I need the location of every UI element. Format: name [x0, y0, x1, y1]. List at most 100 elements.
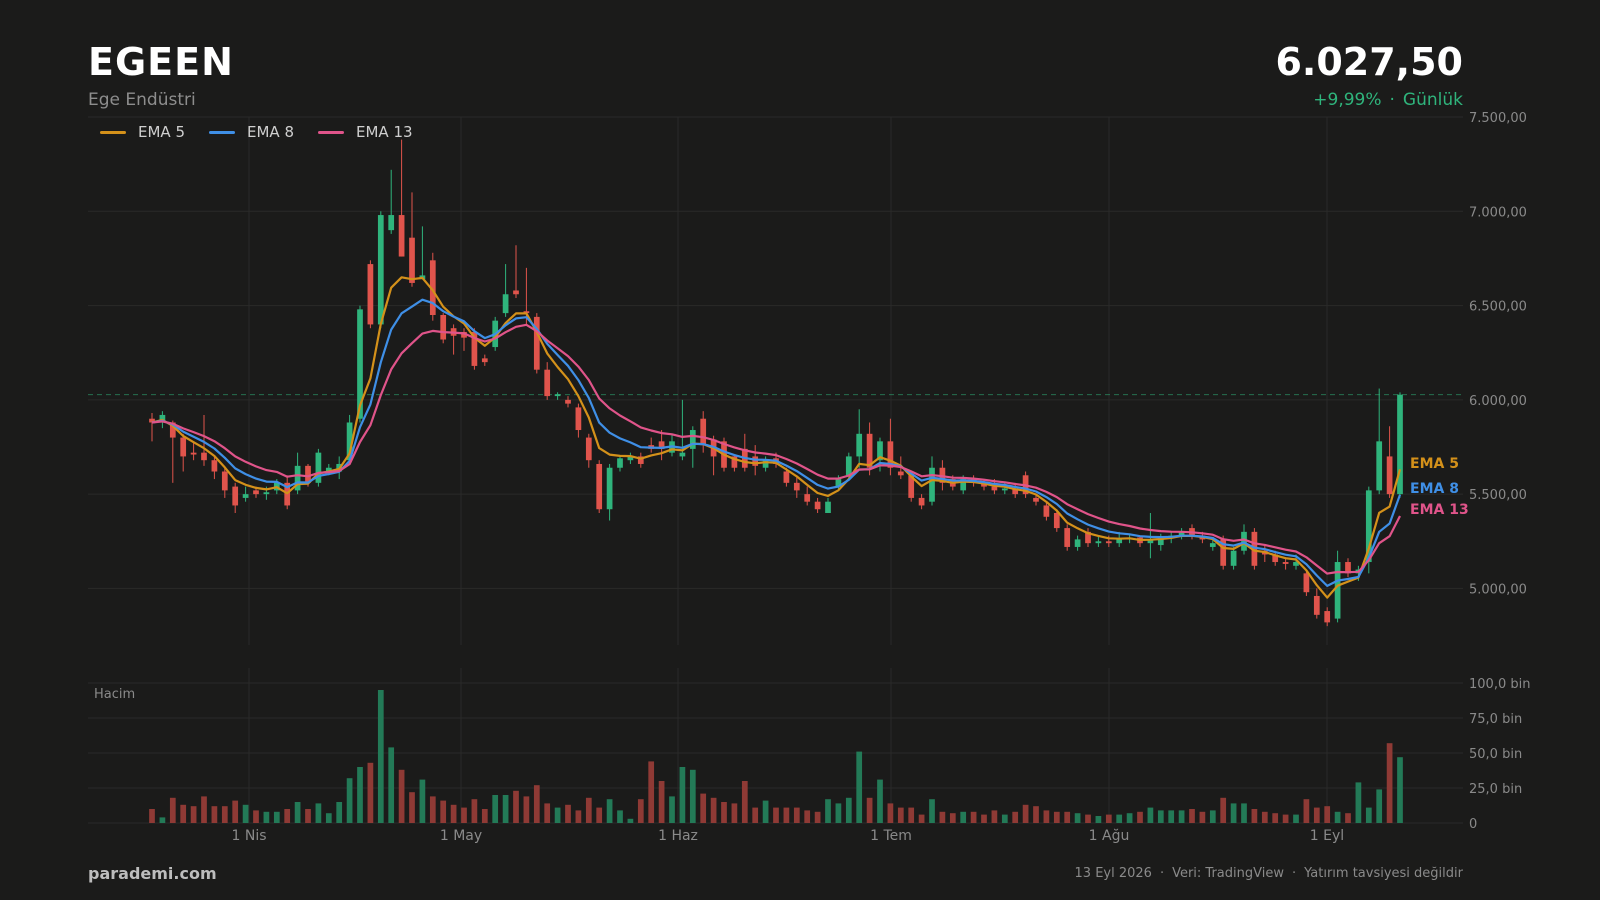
- volume-bar: [1251, 809, 1258, 823]
- candle-body: [232, 486, 239, 506]
- candle-body: [575, 407, 582, 431]
- volume-bar: [1293, 814, 1299, 823]
- candle-body: [1334, 562, 1341, 619]
- volume-bar: [939, 811, 946, 823]
- volume-bar: [253, 810, 259, 823]
- price-tick-label: 6.500,00: [1469, 300, 1527, 315]
- candle-body: [908, 475, 915, 498]
- candle-body: [346, 422, 353, 461]
- candle-body: [929, 467, 935, 502]
- candle-body: [731, 456, 738, 468]
- volume-bar: [357, 767, 363, 823]
- volume-bar: [1001, 814, 1008, 823]
- candle-body: [481, 358, 488, 363]
- candle-body: [637, 456, 644, 464]
- candle-body: [377, 215, 384, 325]
- volume-bar: [533, 785, 540, 823]
- volume-bar: [201, 796, 207, 823]
- volume-bar: [814, 811, 821, 823]
- candle-body: [1230, 550, 1237, 566]
- volume-bar: [211, 806, 218, 823]
- volume-bar: [461, 807, 467, 823]
- volume-bar: [1074, 813, 1081, 823]
- volume-bar: [388, 747, 395, 823]
- volume-bar: [637, 799, 644, 823]
- candle-body: [388, 215, 395, 231]
- candle-body: [253, 490, 259, 495]
- volume-bar: [492, 795, 499, 823]
- candle-body: [762, 460, 769, 468]
- volume-bar: [1178, 810, 1185, 823]
- volume-bar: [336, 802, 343, 823]
- candle-body: [1303, 573, 1310, 593]
- candle-body: [409, 237, 415, 283]
- volume-bar: [502, 795, 509, 823]
- candle-body: [294, 465, 301, 491]
- candle-body: [1241, 531, 1247, 551]
- candle-body: [1376, 441, 1383, 491]
- volume-bar: [149, 809, 155, 823]
- volume-tick-label: 50,0 bin: [1469, 747, 1522, 762]
- volume-bar: [1313, 807, 1320, 823]
- volume-bar: [1189, 809, 1195, 823]
- candle-body: [263, 492, 270, 495]
- volume-bar: [242, 804, 249, 823]
- volume-tick-label: 75,0 bin: [1469, 712, 1522, 727]
- volume-bar: [1043, 810, 1050, 823]
- volume-bar: [1126, 813, 1133, 823]
- candle-body: [169, 422, 176, 438]
- candle-body: [429, 260, 436, 315]
- candle-body: [627, 456, 634, 461]
- volume-bar: [804, 810, 811, 823]
- candle-body: [1095, 541, 1102, 544]
- volume-bar: [908, 807, 915, 823]
- candle-body: [700, 418, 707, 446]
- volume-bar: [1053, 811, 1060, 823]
- series-end-label: EMA 8: [1410, 481, 1459, 497]
- volume-bar: [887, 803, 894, 823]
- legend-item-ema13: EMA 13: [318, 123, 413, 141]
- volume-bar: [305, 809, 311, 823]
- candle-body: [845, 456, 852, 476]
- candle-body: [533, 316, 540, 370]
- candle-body: [190, 452, 197, 455]
- volume-bar: [991, 810, 998, 823]
- volume-bar: [658, 781, 665, 823]
- volume-bar: [523, 796, 530, 823]
- footer-source: Veri: TradingView: [1172, 866, 1284, 881]
- volume-bar: [1324, 806, 1331, 823]
- volume-bar: [284, 809, 291, 823]
- candle-body: [1397, 394, 1403, 495]
- volume-bar: [1355, 782, 1362, 823]
- company-name: Ege Endüstri: [88, 90, 196, 110]
- volume-bar: [1012, 811, 1019, 823]
- volume-bar: [1116, 814, 1123, 823]
- brand-logo-text[interactable]: parademi.com: [88, 864, 217, 883]
- candle-body: [835, 479, 842, 487]
- candle-body: [1157, 537, 1164, 546]
- footer-date: 13 Eyl 2026: [1074, 866, 1152, 881]
- candle-body: [1251, 531, 1258, 566]
- volume-bar: [648, 761, 655, 823]
- candle-body: [1272, 554, 1279, 563]
- volume-bar: [617, 810, 623, 823]
- volume-bar: [596, 807, 603, 823]
- candle-body: [658, 441, 665, 449]
- volume-bar: [606, 799, 613, 823]
- candle-body: [1085, 531, 1091, 544]
- candle-body: [367, 264, 374, 325]
- volume-pane-label: Hacim: [94, 687, 136, 702]
- volume-bar: [1386, 743, 1393, 823]
- volume-bar: [513, 790, 519, 823]
- volume-bar: [471, 799, 478, 823]
- candle-body: [440, 315, 447, 340]
- price-tick-label: 7.500,00: [1469, 111, 1527, 126]
- candle-body: [1147, 539, 1154, 544]
- candle-body: [1386, 456, 1393, 495]
- volume-bar: [190, 806, 197, 823]
- volume-bar: [440, 800, 447, 823]
- volume-tick-label: 25,0 bin: [1469, 782, 1522, 797]
- volume-bar: [159, 817, 166, 823]
- volume-bar: [1147, 807, 1154, 823]
- volume-bar: [752, 807, 759, 823]
